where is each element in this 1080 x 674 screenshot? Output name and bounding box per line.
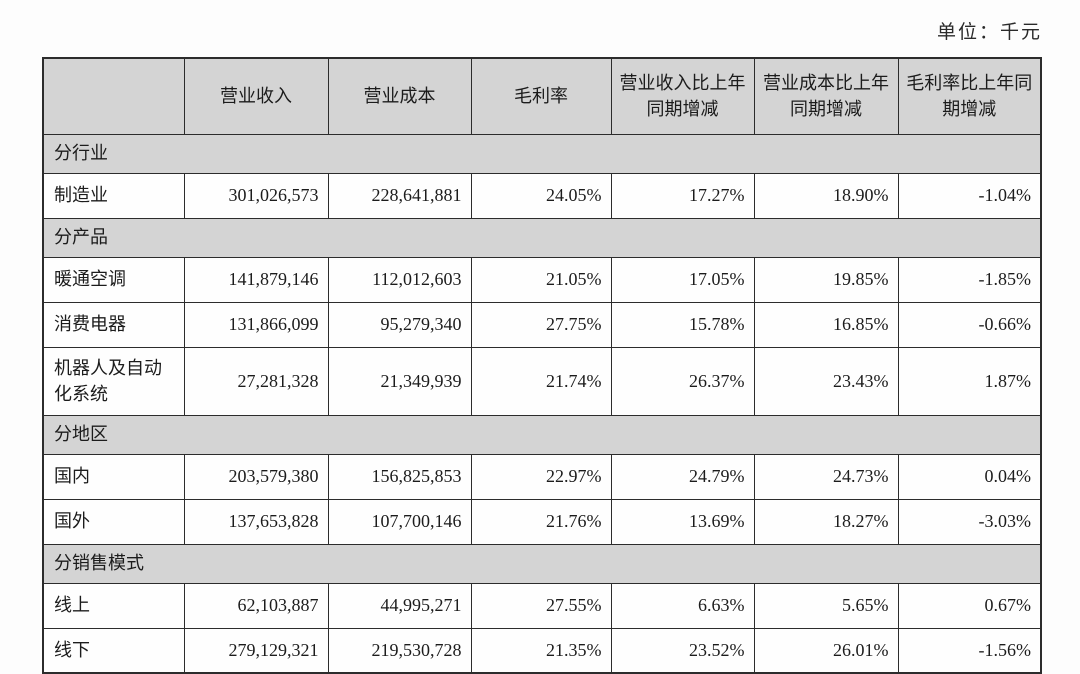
cell-cost-yoy: 18.90%	[753, 172, 899, 219]
table-row-online: 线上 62,103,887 44,995,271 27.55% 6.63% 5.…	[42, 582, 1042, 629]
header-gross-margin: 毛利率	[470, 57, 612, 135]
section-row-region: 分地区	[42, 414, 1042, 455]
cell-cost: 44,995,271	[327, 582, 472, 629]
cell-cost: 228,641,881	[327, 172, 472, 219]
cell-gross-margin: 27.75%	[470, 301, 612, 348]
section-row-industry: 分行业	[42, 133, 1042, 174]
cell-revenue: 203,579,380	[183, 453, 329, 500]
cell-gross-margin: 21.74%	[470, 346, 612, 416]
cell-revenue: 131,866,099	[183, 301, 329, 348]
cell-cost-yoy: 16.85%	[753, 301, 899, 348]
cell-revenue: 62,103,887	[183, 582, 329, 629]
cell-cost-yoy: 24.73%	[753, 453, 899, 500]
row-label: 线下	[42, 627, 185, 674]
cell-revenue-yoy: 17.05%	[610, 256, 755, 303]
cell-gross-margin: 27.55%	[470, 582, 612, 629]
header-cost: 营业成本	[327, 57, 472, 135]
cell-revenue-yoy: 17.27%	[610, 172, 755, 219]
cell-gross-margin: 24.05%	[470, 172, 612, 219]
cell-revenue-yoy: 23.52%	[610, 627, 755, 674]
cell-margin-yoy: -1.56%	[897, 627, 1042, 674]
cell-cost-yoy: 19.85%	[753, 256, 899, 303]
cell-revenue-yoy: 13.69%	[610, 498, 755, 545]
section-row-product: 分产品	[42, 217, 1042, 258]
header-margin-yoy: 毛利率比上年同期增减	[897, 57, 1042, 135]
row-label: 暖通空调	[42, 256, 185, 303]
section-title: 分销售模式	[42, 543, 1042, 584]
row-label: 线上	[42, 582, 185, 629]
cell-cost: 112,012,603	[327, 256, 472, 303]
row-label: 机器人及自动化系统	[42, 346, 185, 416]
cell-gross-margin: 21.05%	[470, 256, 612, 303]
cell-gross-margin: 21.35%	[470, 627, 612, 674]
unit-label: 单位：千元	[936, 22, 1042, 43]
cell-margin-yoy: -3.03%	[897, 498, 1042, 545]
table-row-manufacturing: 制造业 301,026,573 228,641,881 24.05% 17.27…	[42, 172, 1042, 219]
section-title: 分行业	[42, 133, 1042, 174]
section-row-sales-model: 分销售模式	[42, 543, 1042, 584]
cell-cost-yoy: 26.01%	[753, 627, 899, 674]
cell-margin-yoy: 0.67%	[897, 582, 1042, 629]
financial-breakdown-table: 营业收入 营业成本 毛利率 营业收入比上年同期增减 营业成本比上年同期增减 毛利…	[42, 57, 1042, 674]
cell-cost-yoy: 23.43%	[753, 346, 899, 416]
table-row-consumer-appliances: 消费电器 131,866,099 95,279,340 27.75% 15.78…	[42, 301, 1042, 348]
table-row-offline: 线下 279,129,321 219,530,728 21.35% 23.52%…	[42, 627, 1042, 674]
cell-gross-margin: 21.76%	[470, 498, 612, 545]
cell-cost: 107,700,146	[327, 498, 472, 545]
row-label: 国外	[42, 498, 185, 545]
cell-cost-yoy: 5.65%	[753, 582, 899, 629]
cell-revenue-yoy: 26.37%	[610, 346, 755, 416]
cell-cost: 156,825,853	[327, 453, 472, 500]
cell-margin-yoy: -1.85%	[897, 256, 1042, 303]
row-label: 制造业	[42, 172, 185, 219]
cell-revenue: 279,129,321	[183, 627, 329, 674]
header-cost-yoy: 营业成本比上年同期增减	[753, 57, 899, 135]
header-revenue: 营业收入	[183, 57, 329, 135]
cell-revenue-yoy: 6.63%	[610, 582, 755, 629]
cell-revenue: 27,281,328	[183, 346, 329, 416]
cell-revenue-yoy: 15.78%	[610, 301, 755, 348]
table-row-overseas: 国外 137,653,828 107,700,146 21.76% 13.69%…	[42, 498, 1042, 545]
cell-cost: 219,530,728	[327, 627, 472, 674]
cell-revenue: 301,026,573	[183, 172, 329, 219]
cell-revenue: 141,879,146	[183, 256, 329, 303]
table-header-row: 营业收入 营业成本 毛利率 营业收入比上年同期增减 营业成本比上年同期增减 毛利…	[42, 57, 1042, 135]
header-empty-cell	[42, 57, 185, 135]
cell-revenue-yoy: 24.79%	[610, 453, 755, 500]
cell-margin-yoy: 0.04%	[897, 453, 1042, 500]
row-label: 国内	[42, 453, 185, 500]
cell-cost: 95,279,340	[327, 301, 472, 348]
cell-margin-yoy: -1.04%	[897, 172, 1042, 219]
cell-cost-yoy: 18.27%	[753, 498, 899, 545]
table-row-robotics-automation: 机器人及自动化系统 27,281,328 21,349,939 21.74% 2…	[42, 346, 1042, 416]
table-row-domestic: 国内 203,579,380 156,825,853 22.97% 24.79%…	[42, 453, 1042, 500]
section-title: 分产品	[42, 217, 1042, 258]
table-row-hvac: 暖通空调 141,879,146 112,012,603 21.05% 17.0…	[42, 256, 1042, 303]
cell-revenue: 137,653,828	[183, 498, 329, 545]
cell-gross-margin: 22.97%	[470, 453, 612, 500]
header-revenue-yoy: 营业收入比上年同期增减	[610, 57, 755, 135]
cell-margin-yoy: -0.66%	[897, 301, 1042, 348]
section-title: 分地区	[42, 414, 1042, 455]
cell-cost: 21,349,939	[327, 346, 472, 416]
row-label: 消费电器	[42, 301, 185, 348]
cell-margin-yoy: 1.87%	[897, 346, 1042, 416]
